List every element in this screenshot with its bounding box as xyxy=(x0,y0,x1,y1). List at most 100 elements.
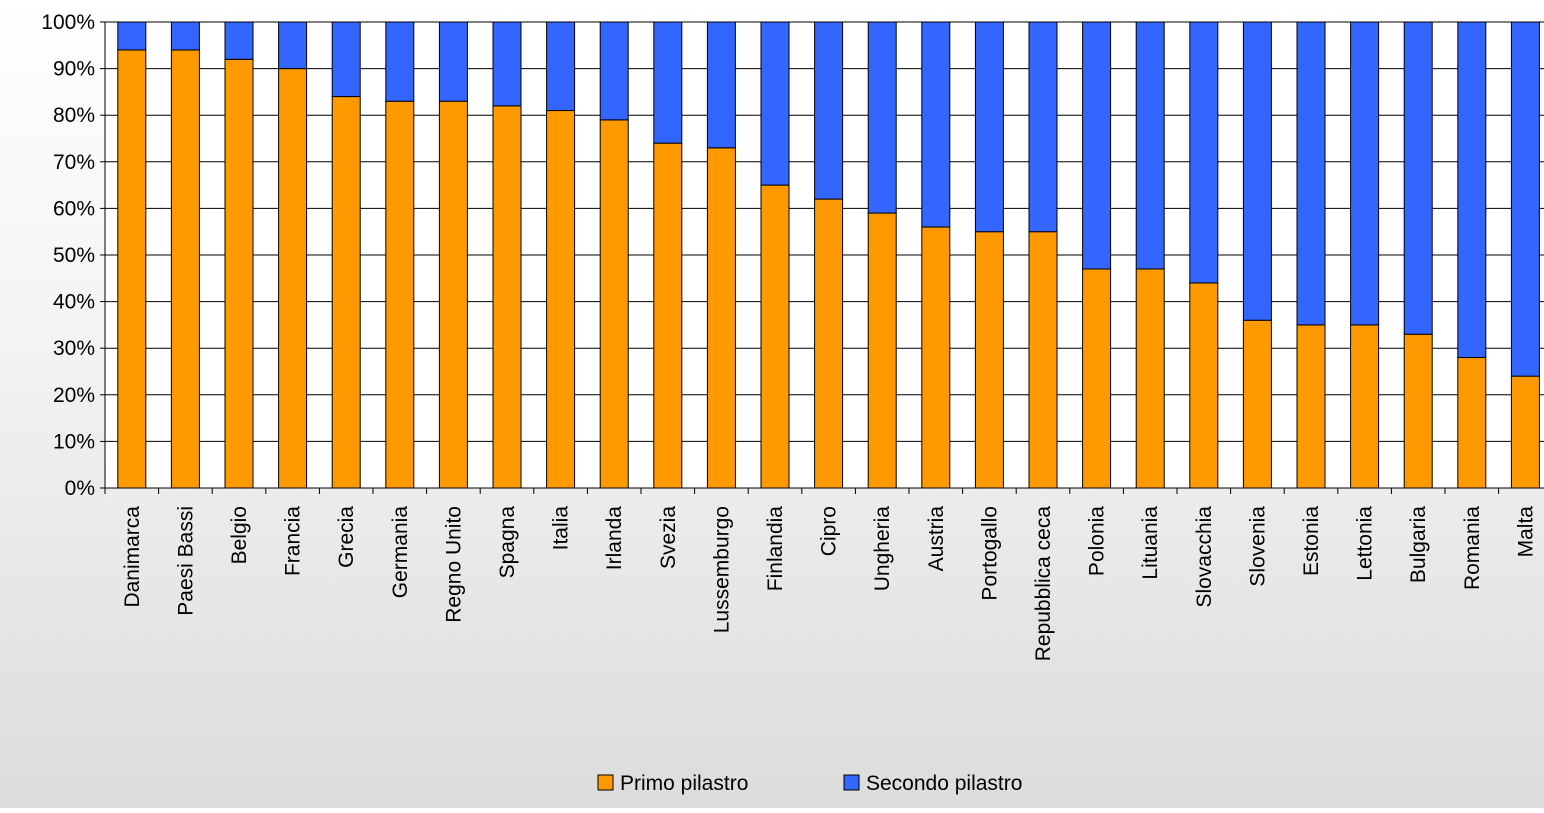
bar-primo-romania xyxy=(1457,357,1487,489)
bar-secondo-svezia xyxy=(653,21,683,144)
y-tick-label: 10% xyxy=(53,430,95,453)
bar-primo-slovenia xyxy=(1242,319,1272,489)
bar-primo-bulgaria xyxy=(1403,333,1433,489)
bar-secondo-lussemburgo xyxy=(706,21,736,149)
legend-swatch xyxy=(843,774,860,791)
x-tick-label: Malta xyxy=(1514,506,1537,558)
bar-primo-paesi-bassi xyxy=(170,49,200,489)
x-tick-label: Finlandia xyxy=(764,506,787,592)
legend-swatch xyxy=(597,774,614,791)
x-tick-label: Cipro xyxy=(818,506,841,556)
bar-secondo-francia xyxy=(278,21,308,70)
bar-secondo-slovenia xyxy=(1242,21,1272,321)
y-tick-label: 60% xyxy=(53,197,95,220)
bar-secondo-belgio xyxy=(224,21,254,60)
bar-primo-lussemburgo xyxy=(706,147,736,489)
bar-secondo-spagna xyxy=(492,21,522,107)
x-tick-label: Svezia xyxy=(657,506,680,569)
x-tick-label: Germania xyxy=(389,506,412,599)
bars xyxy=(117,21,1540,489)
bar-primo-ungheria xyxy=(867,212,897,489)
bar-primo-polonia xyxy=(1082,268,1112,489)
bar-primo-repubblica-ceca xyxy=(1028,231,1058,489)
bar-secondo-polonia xyxy=(1082,21,1112,270)
x-tick-label: Paesi Bassi xyxy=(174,506,197,616)
bar-primo-cipro xyxy=(814,198,844,489)
legend: Primo pilastro Secondo pilastro xyxy=(597,772,1022,795)
x-tick-label: Spagna xyxy=(496,506,519,579)
bar-primo-slovacchia xyxy=(1189,282,1219,489)
bar-primo-finlandia xyxy=(760,184,790,489)
x-tick-label: Grecia xyxy=(335,506,358,568)
bar-secondo-lettonia xyxy=(1350,21,1380,326)
bar-secondo-germania xyxy=(385,21,415,102)
y-tick-label: 0% xyxy=(65,477,95,500)
x-tick-label: Italia xyxy=(550,506,573,551)
bar-secondo-portogallo xyxy=(974,21,1004,233)
y-axis-ticks: 0% 10% 20% 30% 40% 50% 60% 70% 80% 90% 100% xyxy=(41,11,105,500)
legend-label: Primo pilastro xyxy=(620,772,748,795)
y-tick-label: 40% xyxy=(53,291,95,314)
bar-secondo-romania xyxy=(1457,21,1487,359)
bar-secondo-austria xyxy=(921,21,951,228)
x-tick-label: Belgio xyxy=(228,506,251,564)
bar-secondo-slovacchia xyxy=(1189,21,1219,284)
x-tick-label: Portogallo xyxy=(978,506,1001,601)
bar-secondo-estonia xyxy=(1296,21,1326,326)
bar-primo-belgio xyxy=(224,58,254,489)
y-tick-label: 70% xyxy=(53,151,95,174)
y-tick-label: 100% xyxy=(41,11,95,34)
x-tick-label: Francia xyxy=(282,506,305,576)
bar-primo-irlanda xyxy=(599,119,629,489)
bar-secondo-grecia xyxy=(331,21,361,98)
bar-secondo-finlandia xyxy=(760,21,790,186)
bar-secondo-bulgaria xyxy=(1403,21,1433,335)
bar-primo-malta xyxy=(1510,375,1540,489)
x-tick-label: Austria xyxy=(925,506,948,572)
bar-primo-austria xyxy=(921,226,951,489)
bar-primo-svezia xyxy=(653,142,683,489)
x-tick-label: Romania xyxy=(1461,506,1484,590)
bar-secondo-danimarca xyxy=(117,21,147,51)
x-tick-label: Danimarca xyxy=(121,506,144,608)
y-tick-label: 50% xyxy=(53,244,95,267)
x-tick-label: Slovacchia xyxy=(1193,506,1216,608)
x-tick-label: Estonia xyxy=(1300,506,1323,576)
x-tick-label: Lettonia xyxy=(1354,506,1377,581)
x-tick-label: Ungheria xyxy=(871,506,894,592)
bar-primo-estonia xyxy=(1296,324,1326,489)
y-tick-label: 20% xyxy=(53,384,95,407)
bar-secondo-regno-unito xyxy=(438,21,468,102)
legend-label: Secondo pilastro xyxy=(866,772,1022,795)
bar-secondo-cipro xyxy=(814,21,844,200)
bar-secondo-malta xyxy=(1510,21,1540,377)
bar-primo-danimarca xyxy=(117,49,147,489)
y-tick-label: 30% xyxy=(53,337,95,360)
bar-primo-grecia xyxy=(331,96,361,489)
bar-secondo-paesi-bassi xyxy=(170,21,200,51)
x-axis-ticks: Danimarca Paesi Bassi Belgio Francia Grecia G… xyxy=(104,488,1537,662)
bar-primo-francia xyxy=(278,68,308,489)
bar-secondo-irlanda xyxy=(599,21,629,121)
x-tick-label: Lituania xyxy=(1139,506,1162,580)
bar-primo-lituania xyxy=(1135,268,1165,489)
x-tick-label: Slovenia xyxy=(1246,506,1269,587)
y-tick-label: 90% xyxy=(53,58,95,81)
bar-secondo-lituania xyxy=(1135,21,1165,270)
x-tick-label: Regno Unito xyxy=(442,506,465,623)
bar-primo-italia xyxy=(546,110,576,489)
bar-primo-spagna xyxy=(492,105,522,489)
x-tick-label: Repubblica ceca xyxy=(1032,506,1055,662)
x-tick-label: Polonia xyxy=(1086,506,1109,576)
bar-secondo-repubblica-ceca xyxy=(1028,21,1058,233)
x-tick-label: Lussemburgo xyxy=(710,506,733,633)
x-tick-label: Bulgaria xyxy=(1407,506,1430,583)
bar-primo-portogallo xyxy=(974,231,1004,489)
bar-secondo-ungheria xyxy=(867,21,897,214)
bar-secondo-italia xyxy=(546,21,576,112)
bar-primo-germania xyxy=(385,100,415,489)
bar-primo-lettonia xyxy=(1350,324,1380,489)
bar-primo-regno-unito xyxy=(438,100,468,489)
